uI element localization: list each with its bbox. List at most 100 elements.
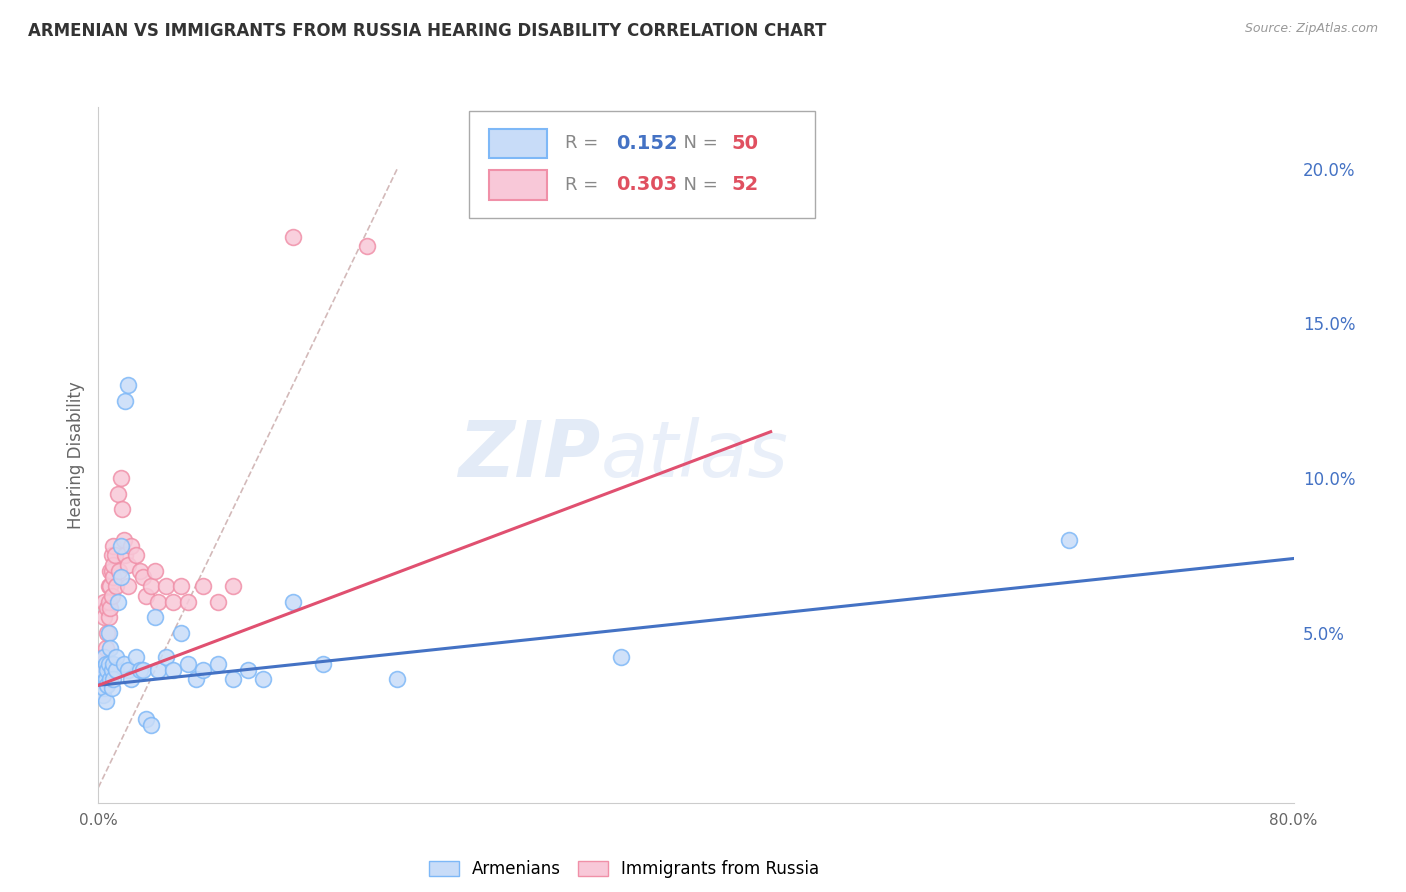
Point <box>97 625 120 640</box>
Text: 0.152: 0.152 <box>616 134 678 153</box>
Point <box>100 564 122 578</box>
Point <box>100 579 122 593</box>
Point <box>184 672 207 686</box>
Point <box>90 657 112 671</box>
Point <box>94 657 117 671</box>
Point <box>139 579 162 593</box>
Point <box>96 678 118 692</box>
Point <box>114 549 136 563</box>
Point <box>105 663 128 677</box>
Point <box>96 663 118 677</box>
Point <box>103 539 125 553</box>
Point <box>162 663 184 677</box>
Point <box>105 650 128 665</box>
Point <box>97 579 120 593</box>
Point <box>101 589 124 603</box>
Text: 50: 50 <box>733 134 759 153</box>
Point <box>155 650 177 665</box>
Point <box>148 595 170 609</box>
Text: R =: R = <box>565 176 603 194</box>
Text: ZIP: ZIP <box>458 417 600 493</box>
Point <box>101 549 124 563</box>
Point <box>129 564 152 578</box>
Text: 52: 52 <box>733 176 759 194</box>
Point <box>125 650 148 665</box>
Point <box>162 595 184 609</box>
Point <box>148 663 170 677</box>
Text: N =: N = <box>672 134 724 153</box>
Point <box>120 539 142 553</box>
Point <box>117 378 139 392</box>
Point <box>91 663 114 677</box>
Point <box>90 672 112 686</box>
Point <box>101 681 124 696</box>
Point <box>169 579 191 593</box>
Point <box>281 595 304 609</box>
Point <box>169 625 191 640</box>
Point <box>135 712 157 726</box>
Point <box>103 657 125 671</box>
Legend: Armenians, Immigrants from Russia: Armenians, Immigrants from Russia <box>422 854 827 885</box>
Point <box>385 672 409 686</box>
Point <box>281 230 304 244</box>
Point <box>1059 533 1081 547</box>
Point <box>112 657 135 671</box>
Point <box>135 589 157 603</box>
Point <box>117 558 139 572</box>
Point <box>236 663 259 677</box>
Text: atlas: atlas <box>600 417 789 493</box>
Point <box>110 539 132 553</box>
Point <box>356 239 378 253</box>
Point <box>107 486 129 500</box>
Point <box>97 610 120 624</box>
Point <box>97 595 120 609</box>
Point <box>311 657 333 671</box>
Point <box>191 579 214 593</box>
Point <box>222 579 245 593</box>
Point <box>143 564 166 578</box>
Point <box>132 570 155 584</box>
Point <box>103 672 125 686</box>
Text: 0.303: 0.303 <box>616 176 678 194</box>
Point <box>610 650 633 665</box>
Point <box>97 657 120 671</box>
Point <box>94 672 117 686</box>
Point <box>222 672 245 686</box>
Point <box>96 657 118 671</box>
Point <box>103 570 125 584</box>
Point <box>117 663 139 677</box>
Point <box>207 657 229 671</box>
Point <box>100 641 122 656</box>
Point <box>100 672 122 686</box>
Point <box>191 663 214 677</box>
Text: R =: R = <box>565 134 603 153</box>
Point <box>93 610 115 624</box>
Point <box>104 549 127 563</box>
FancyBboxPatch shape <box>489 128 547 158</box>
Point <box>91 688 114 702</box>
Point <box>91 650 114 665</box>
FancyBboxPatch shape <box>489 170 547 200</box>
Point <box>96 601 118 615</box>
Point <box>143 610 166 624</box>
Point <box>100 601 122 615</box>
Point <box>112 533 135 547</box>
Point <box>103 558 125 572</box>
Point <box>110 471 132 485</box>
Y-axis label: Hearing Disability: Hearing Disability <box>66 381 84 529</box>
Point <box>129 663 152 677</box>
Point <box>91 672 114 686</box>
Point <box>94 672 117 686</box>
FancyBboxPatch shape <box>470 111 815 219</box>
Point <box>252 672 274 686</box>
Point <box>93 595 115 609</box>
Text: N =: N = <box>672 176 724 194</box>
Point <box>110 570 132 584</box>
Point <box>96 625 118 640</box>
Text: ARMENIAN VS IMMIGRANTS FROM RUSSIA HEARING DISABILITY CORRELATION CHART: ARMENIAN VS IMMIGRANTS FROM RUSSIA HEARI… <box>28 22 827 40</box>
Point <box>177 657 200 671</box>
Point <box>132 663 155 677</box>
Point <box>94 694 117 708</box>
Point <box>90 672 112 686</box>
Point <box>117 579 139 593</box>
